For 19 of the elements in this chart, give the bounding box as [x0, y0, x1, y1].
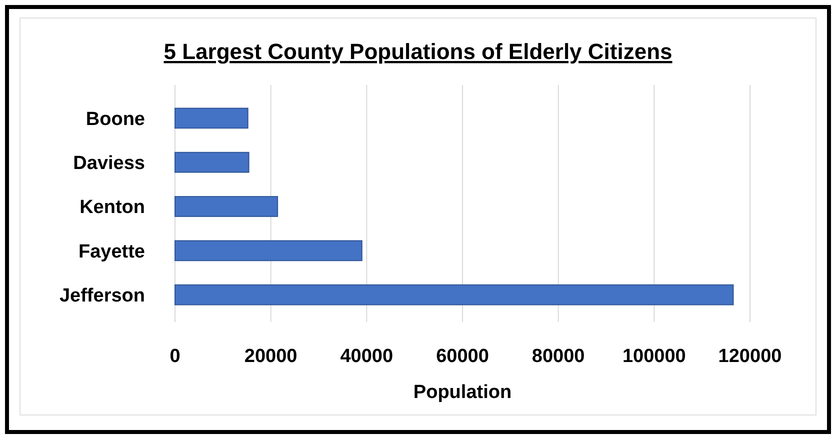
y-tick-label: Boone [86, 108, 145, 130]
y-tick-label: Fayette [78, 241, 145, 262]
y-tick-label: Daviess [73, 152, 145, 174]
x-tick-label: 20000 [244, 346, 298, 367]
bar [174, 196, 278, 217]
bar [174, 108, 248, 129]
x-tick-label: 80000 [532, 346, 585, 367]
y-tick-label: Jefferson [59, 285, 145, 306]
bar [174, 284, 734, 306]
x-tick-label: 60000 [436, 346, 489, 367]
x-tick-label: 40000 [340, 346, 394, 367]
bar [174, 152, 250, 173]
x-tick-label: 0 [170, 346, 180, 367]
y-tick-label: Kenton [80, 197, 145, 218]
bar [174, 240, 362, 262]
chart-title: 5 Largest County Populations of Elderly Citizens [164, 39, 672, 64]
x-tick-label: 120000 [718, 346, 782, 367]
x-axis-title: Population [413, 382, 512, 403]
x-tick-label: 100000 [622, 346, 686, 367]
